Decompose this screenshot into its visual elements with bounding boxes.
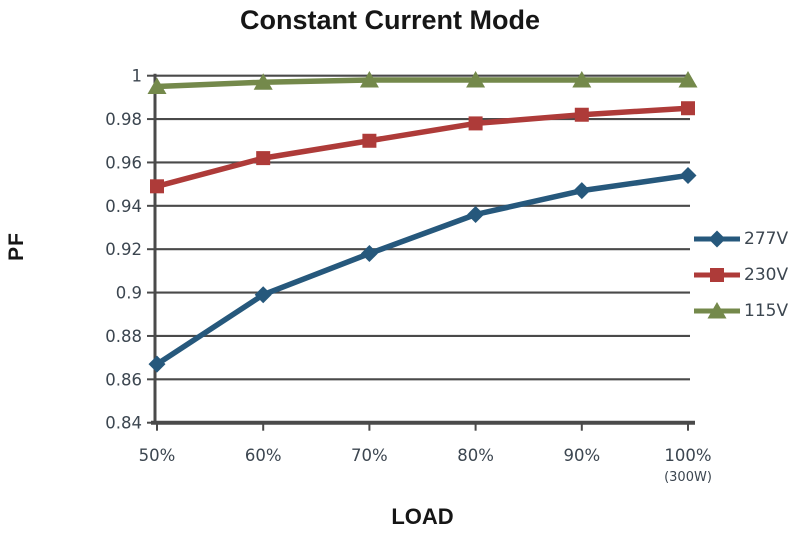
marker-115v (147, 77, 167, 95)
legend-item-230v: 230V (694, 262, 788, 287)
y-tick-label: 0.86 (105, 370, 142, 389)
legend-item-115v: 115V (694, 298, 788, 323)
marker-277v (254, 286, 272, 304)
marker-115v (253, 73, 273, 90)
marker-230v (362, 133, 377, 148)
x-tick-label: 80% (457, 446, 494, 465)
y-tick-label: 0.88 (105, 327, 142, 346)
marker-230v (681, 101, 695, 116)
y-tick-label: 0.84 (105, 414, 142, 433)
y-tick-label: 0.96 (105, 153, 142, 172)
chart-title: Constant Current Mode (240, 5, 540, 35)
legend: 277V 230V 115V (694, 226, 788, 323)
marker-115v (572, 71, 592, 88)
marker-277v (573, 182, 591, 200)
series-line-230v (154, 105, 691, 190)
y-tick-label: 0.9 (116, 284, 142, 303)
x-tick-label: 90% (563, 446, 600, 465)
y-tick-label: 1 (132, 67, 143, 86)
marker-230v (150, 179, 164, 194)
x-tick-label: 70% (351, 446, 388, 465)
legend-label-277v: 277V (744, 228, 789, 249)
marker-115v (359, 71, 379, 88)
x-tick-label: 60% (245, 446, 282, 465)
x-tick-sublabel: (300W) (664, 470, 712, 485)
legend-marker-shape (708, 230, 726, 247)
legend-label-115v: 115V (744, 300, 789, 321)
x-tick-label: 50% (139, 446, 176, 465)
legend-item-277v: 277V (694, 226, 788, 251)
marker-230v (256, 151, 271, 166)
marker-277v (467, 206, 485, 223)
series-line-277v (154, 172, 691, 367)
x-tick-label: 100% (664, 446, 711, 465)
legend-marker-115v-icon (694, 301, 740, 318)
marker-230v (574, 107, 589, 122)
legend-marker-230v-icon (694, 267, 740, 282)
marker-115v (678, 71, 698, 88)
marker-230v (468, 116, 483, 131)
legend-marker-shape (710, 267, 724, 282)
y-tick-label: 0.98 (105, 110, 142, 129)
marker-277v (360, 245, 378, 263)
marker-277v (679, 166, 697, 184)
marker-115v (466, 71, 486, 88)
marker-277v (148, 355, 166, 373)
series-line-115v (154, 77, 691, 90)
legend-marker-277v-icon (694, 230, 740, 247)
x-axis-title: LOAD (391, 504, 454, 529)
legend-marker-shape (707, 301, 727, 318)
y-tick-label: 0.92 (105, 240, 142, 259)
legend-label-230v: 230V (744, 264, 789, 285)
y-tick-label: 0.94 (105, 197, 142, 216)
